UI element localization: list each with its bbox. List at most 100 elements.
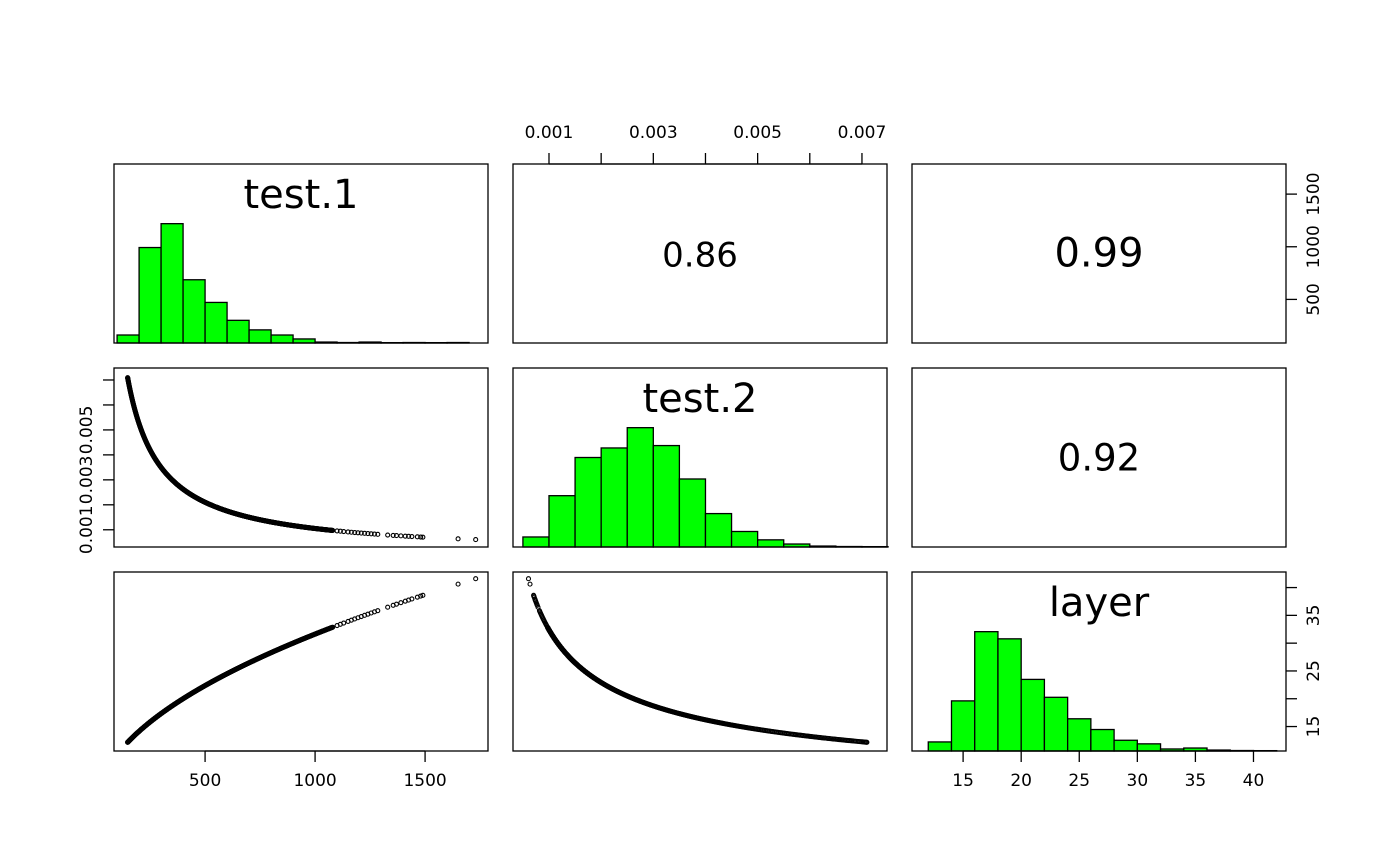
tick-label: 35 bbox=[1185, 771, 1207, 791]
scatter-point bbox=[365, 531, 371, 537]
correlation-label: 0.99 bbox=[1054, 231, 1143, 277]
histogram-bar bbox=[574, 456, 602, 548]
panel-layer-test.2 bbox=[512, 571, 888, 752]
scatter-point bbox=[414, 534, 420, 540]
histogram-bar bbox=[927, 741, 953, 752]
scatter-point bbox=[455, 536, 461, 542]
tick-label: 500 bbox=[1304, 283, 1324, 315]
histogram-bar bbox=[522, 536, 550, 548]
scatter-point bbox=[398, 533, 404, 539]
tick-label: 40 bbox=[1243, 771, 1265, 791]
tick-label: 1000 bbox=[293, 771, 336, 791]
scatter-point bbox=[398, 600, 404, 606]
scatter-point bbox=[334, 528, 340, 534]
scatter-point bbox=[525, 576, 532, 582]
scatter-point bbox=[355, 530, 361, 536]
histogram-bar bbox=[600, 447, 628, 548]
tick-label: 0.007 bbox=[838, 123, 887, 143]
panel-test.2-test.1 bbox=[113, 367, 489, 548]
scatter-point bbox=[531, 592, 537, 598]
scatter-point bbox=[402, 533, 408, 539]
histogram-bar bbox=[1066, 718, 1092, 752]
panel-test.1-test.2: 0.86 bbox=[512, 163, 888, 344]
histogram-bar bbox=[1090, 728, 1115, 752]
scatter-point bbox=[385, 604, 391, 610]
scatter-point bbox=[341, 620, 347, 626]
panel-test.2-layer: 0.92 bbox=[911, 367, 1287, 548]
axis-bottom_test1: 500 1000 1500 bbox=[189, 750, 447, 791]
variable-label: layer bbox=[1049, 580, 1150, 626]
scatter-point bbox=[420, 534, 426, 540]
panel-frame bbox=[911, 367, 1287, 548]
scatter-point bbox=[393, 601, 400, 607]
axis-bottom_layer: 15 20 25 30 35 40 bbox=[952, 750, 1265, 791]
scatter-point bbox=[375, 531, 381, 537]
panel-test.1-layer: 0.99 bbox=[911, 163, 1287, 344]
tick-label: 1000 bbox=[1304, 225, 1324, 268]
panel-frame bbox=[512, 367, 888, 548]
histogram-bar bbox=[974, 631, 999, 752]
panel-frame bbox=[911, 163, 1287, 344]
panel-frame bbox=[113, 571, 489, 752]
scatter-point bbox=[418, 534, 424, 540]
scatter-point bbox=[358, 530, 364, 536]
histogram-bar bbox=[270, 334, 294, 344]
scatter-point bbox=[371, 531, 378, 537]
tick-label: 0.001 bbox=[77, 505, 97, 554]
tick-label: 0.003 bbox=[629, 123, 678, 143]
tick-label: 25 bbox=[1068, 771, 1090, 791]
histogram-bar bbox=[116, 334, 140, 344]
scatter-point bbox=[409, 596, 415, 602]
scatter-point bbox=[368, 531, 374, 537]
panel-frame bbox=[512, 571, 888, 752]
panel-frame bbox=[113, 163, 489, 344]
histogram-bar bbox=[1020, 678, 1046, 752]
histogram-bar bbox=[160, 223, 184, 344]
panel-layer-test.1 bbox=[113, 571, 489, 752]
tick-label: 15 bbox=[952, 771, 974, 791]
scatter-point bbox=[330, 624, 336, 630]
tick-label: 1500 bbox=[1304, 172, 1324, 215]
histogram-bar bbox=[997, 638, 1022, 752]
tick-label: 0.005 bbox=[733, 123, 782, 143]
scatter-point bbox=[352, 529, 358, 536]
panel-layer-layer: layer bbox=[911, 571, 1287, 752]
variable-label: test.1 bbox=[244, 172, 359, 218]
histogram-bar bbox=[1113, 739, 1138, 752]
panel-frame bbox=[113, 367, 489, 548]
scatter-point bbox=[375, 608, 381, 614]
tick-label: 25 bbox=[1304, 660, 1324, 682]
histogram-bar bbox=[204, 301, 228, 344]
histogram-bar bbox=[138, 246, 162, 344]
axis-top_test2: 0.001 0.003 0.005 0.007 bbox=[525, 123, 887, 165]
scatter-point bbox=[420, 592, 426, 598]
scatter-point bbox=[362, 530, 368, 536]
histogram-bar bbox=[182, 279, 206, 344]
scatter-point bbox=[406, 533, 412, 539]
histogram-bar bbox=[704, 512, 733, 548]
scatter-point bbox=[345, 529, 351, 535]
scatter-point bbox=[473, 537, 479, 543]
tick-label: 20 bbox=[1010, 771, 1032, 791]
axis-right_test1: 500 1000 1500 bbox=[1286, 172, 1324, 316]
histogram-bar bbox=[652, 444, 681, 548]
scatter-point bbox=[385, 532, 391, 538]
histogram-bar bbox=[678, 478, 707, 548]
tick-label: 0.001 bbox=[525, 123, 574, 143]
tick-label: 1500 bbox=[403, 771, 446, 791]
correlation-label: 0.86 bbox=[662, 236, 738, 276]
correlation-label: 0.92 bbox=[1058, 437, 1140, 480]
tick-label: 0.005 bbox=[77, 406, 97, 455]
histogram-bar bbox=[626, 427, 654, 548]
scatter-point bbox=[409, 533, 415, 540]
scatter-point bbox=[455, 581, 461, 587]
axis-right_layer: 15 25 35 bbox=[1286, 586, 1324, 737]
scatter-point bbox=[473, 576, 479, 582]
histogram-bar bbox=[1136, 743, 1162, 752]
histogram-bar bbox=[226, 319, 250, 344]
scatter-point bbox=[390, 532, 396, 538]
histogram-bar bbox=[548, 495, 576, 548]
tick-label: 0.003 bbox=[77, 456, 97, 505]
